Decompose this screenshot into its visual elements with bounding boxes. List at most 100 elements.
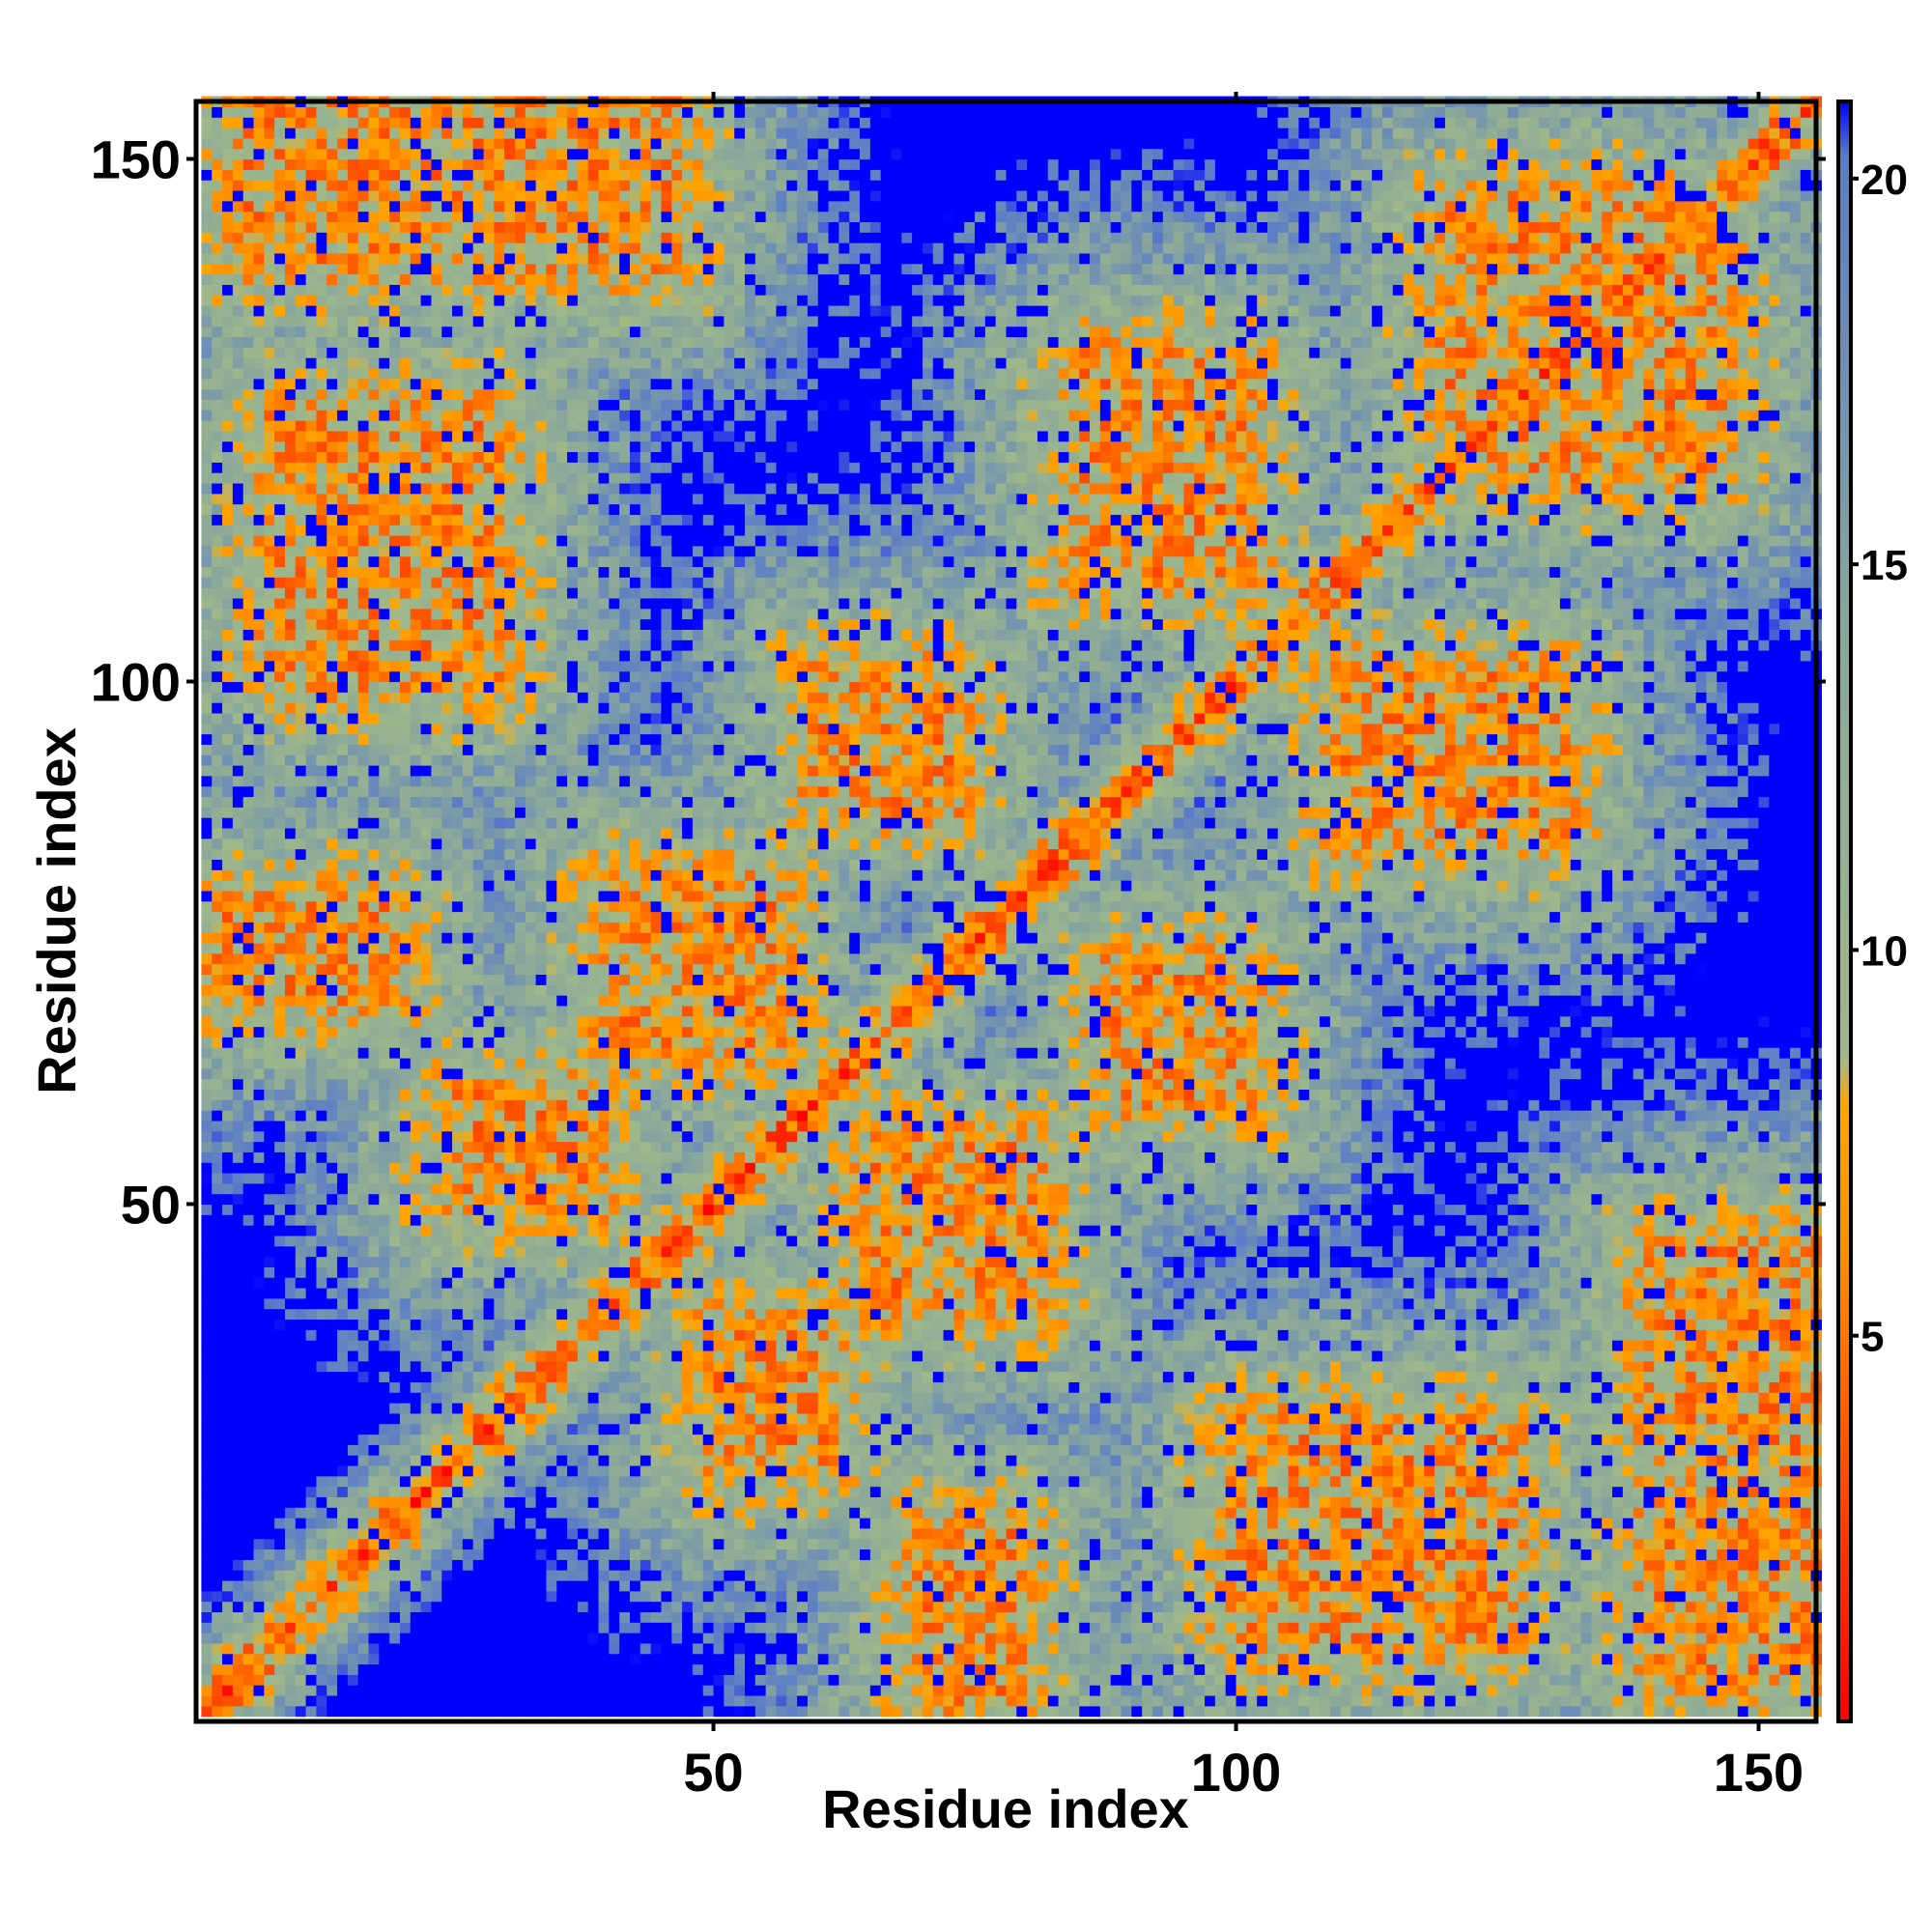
heatmap-cell [368,775,380,787]
heatmap-cell [389,148,401,160]
heatmap-cell [201,1412,213,1425]
heatmap-cell [222,1371,234,1382]
heatmap-cell [462,326,474,338]
heatmap-cell [295,1297,307,1310]
heatmap-cell [284,514,297,526]
heatmap-cell [535,1475,548,1488]
heatmap-cell [379,169,390,181]
heatmap-cell [368,493,380,505]
heatmap-cell [222,1685,234,1696]
heatmap-cell [525,1685,537,1696]
heatmap-cell [441,158,453,170]
heatmap-cell [222,545,234,557]
heatmap-cell [483,1329,495,1341]
heatmap-cell [514,1527,526,1540]
heatmap-cell [431,618,442,630]
heatmap-cell [327,1015,338,1028]
heatmap-cell [232,838,244,850]
heatmap-cell [316,514,327,526]
heatmap-cell [357,462,370,473]
heatmap-cell [462,1297,474,1310]
heatmap-cell [274,1455,286,1466]
heatmap-cell [264,848,275,860]
heatmap-cell [420,1225,433,1236]
heatmap-cell [242,1360,255,1373]
heatmap-cell [253,1151,265,1163]
heatmap-cell [431,922,442,933]
heatmap-cell [514,1047,526,1059]
heatmap-cell [379,1225,390,1236]
heatmap-cell [399,733,412,745]
heatmap-cell [494,1214,505,1226]
heatmap-cell [389,1193,401,1206]
heatmap-cell [274,1674,286,1686]
heatmap-cell [337,399,349,411]
heatmap-cell [368,1434,380,1445]
heatmap-cell [327,211,338,223]
heatmap-cell [420,1464,433,1477]
heatmap-cell [264,1162,275,1174]
heatmap-cell [242,378,255,390]
heatmap-cell [253,367,265,380]
heatmap-cell [441,1360,453,1373]
heatmap-cell [253,1434,265,1445]
heatmap-cell [494,712,505,724]
heatmap-cell [452,1256,464,1267]
heatmap-cell [431,1611,442,1623]
heatmap-cell [389,785,401,798]
heatmap-cell [483,347,495,358]
heatmap-cell [327,451,338,463]
heatmap-cell [212,974,223,985]
heatmap-cell [514,911,526,923]
heatmap-cell [462,1360,474,1373]
heatmap-cell [357,128,370,139]
heatmap-cell [337,629,349,640]
heatmap-cell [295,639,307,651]
heatmap-cell [504,817,516,829]
heatmap-cell [264,1685,275,1696]
heatmap-cell [264,326,275,338]
heatmap-cell [305,608,318,620]
heatmap-cell [462,1089,474,1100]
heatmap-cell [305,577,318,588]
heatmap-cell [410,566,422,578]
heatmap-cell [504,1277,516,1289]
heatmap-cell [357,807,370,818]
heatmap-cell [420,1172,433,1184]
heatmap-cell [337,1570,349,1581]
heatmap-cell [316,807,327,818]
heatmap-cell [201,1256,213,1267]
heatmap-cell [222,1225,234,1236]
heatmap-cell [441,1037,453,1048]
heatmap-cell [201,1475,213,1488]
heatmap-cell [222,1182,234,1195]
heatmap-cell [357,1256,370,1267]
heatmap-cell [305,295,318,306]
heatmap-cell [264,1329,275,1341]
heatmap-cell [368,660,380,672]
heatmap-cell [494,137,505,150]
heatmap-cell [201,1496,213,1508]
heatmap-cell [483,1162,495,1174]
heatmap-cell [337,1423,349,1435]
heatmap-cell [305,242,318,254]
heatmap-cell [316,1371,327,1382]
heatmap-cell [305,284,318,296]
heatmap-cell [462,189,474,202]
heatmap-cell [410,1434,422,1445]
heatmap-cell [420,419,433,432]
heatmap-cell [253,670,265,683]
heatmap-cell [368,597,380,610]
heatmap-cell [483,1455,495,1466]
heatmap-cell [462,440,474,453]
heatmap-cell [368,137,380,150]
heatmap-cell [410,1120,422,1132]
heatmap-cell [420,304,433,317]
heatmap-cell [242,1120,255,1132]
heatmap-cell [357,1182,370,1195]
heatmap-cell [379,785,390,798]
heatmap-cell [514,1297,526,1310]
heatmap-cell [483,880,495,892]
heatmap-cell [232,137,244,150]
heatmap-cell [337,242,349,254]
